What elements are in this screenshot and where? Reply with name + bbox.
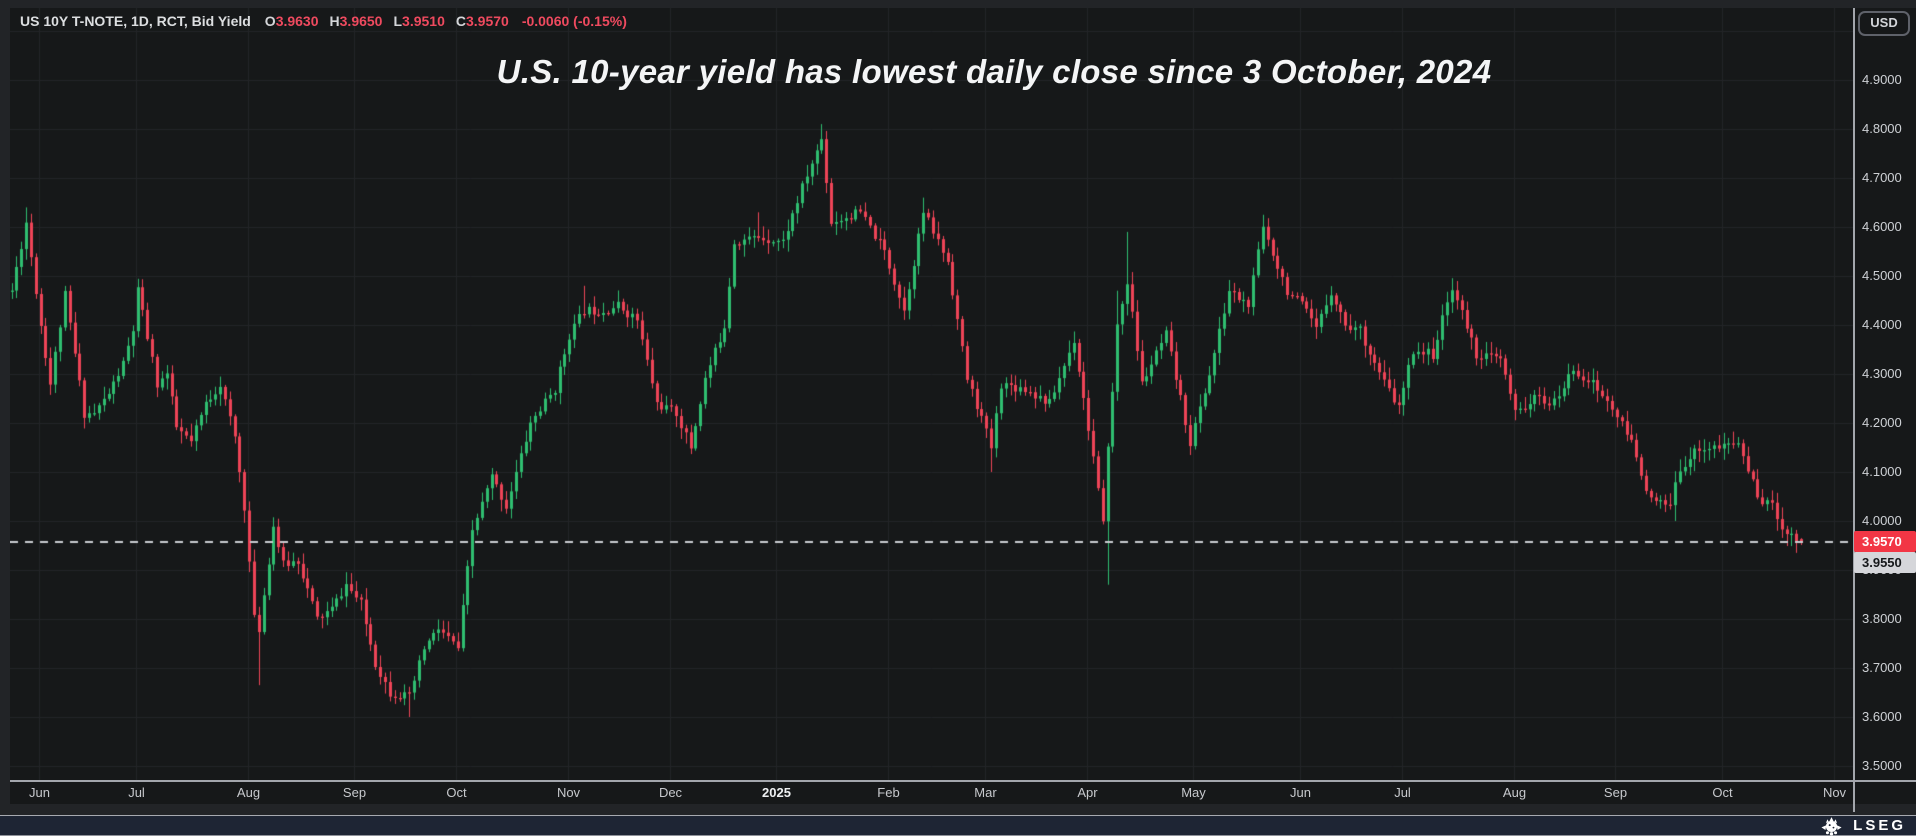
price-axis-label: 4.6000 bbox=[1862, 219, 1902, 234]
price-axis-label: 4.8000 bbox=[1862, 121, 1902, 136]
footer-bar: LSEG bbox=[0, 815, 1916, 836]
time-axis-label: Jul bbox=[128, 785, 145, 800]
time-axis-label: Jul bbox=[1394, 785, 1411, 800]
time-axis-label: Jun bbox=[29, 785, 50, 800]
time-axis-label: Apr bbox=[1077, 785, 1098, 800]
annotation-title: U.S. 10-year yield has lowest daily clos… bbox=[496, 53, 1492, 90]
price-axis-label: 4.0000 bbox=[1862, 513, 1902, 528]
currency-button[interactable]: USD bbox=[1858, 11, 1910, 36]
time-axis-label: Nov bbox=[556, 785, 581, 800]
ohlc-high-value: 3.9650 bbox=[339, 13, 383, 29]
prev-close-badge: 3.9550 bbox=[1854, 552, 1916, 574]
price-axis-label: 4.3000 bbox=[1862, 366, 1902, 381]
price-axis-label: 3.5000 bbox=[1862, 758, 1902, 773]
time-axis-label: Nov bbox=[1822, 785, 1847, 800]
time-axis-label: May bbox=[1181, 785, 1206, 800]
time-axis-label: 2025 bbox=[762, 785, 791, 800]
ohlc-close-value: 3.9570 bbox=[465, 13, 509, 29]
price-axis-label: 4.2000 bbox=[1862, 415, 1902, 430]
price-axis-separator[interactable] bbox=[1853, 8, 1855, 812]
price-axis-label: 4.1000 bbox=[1862, 464, 1902, 479]
time-axis-label: Jun bbox=[1290, 785, 1311, 800]
price-axis-label: 3.8000 bbox=[1862, 611, 1902, 626]
time-axis-label: Sep bbox=[342, 785, 367, 800]
time-axis-label: Dec bbox=[658, 785, 683, 800]
ohlc-high-label: H bbox=[329, 13, 340, 29]
time-axis-label: Oct bbox=[446, 785, 467, 800]
ohlc-close-label: C bbox=[455, 13, 466, 29]
price-axis-label: 4.4000 bbox=[1862, 317, 1902, 332]
price-axis-label: 3.7000 bbox=[1862, 660, 1902, 675]
ohlc-change-value: -0.0060 (-0.15%) bbox=[521, 13, 627, 29]
time-axis-label: Sep bbox=[1603, 785, 1628, 800]
ohlc-open-label: O bbox=[264, 13, 276, 29]
price-axis-label: 3.6000 bbox=[1862, 709, 1902, 724]
lseg-brand-text: LSEG bbox=[1853, 817, 1906, 834]
price-axis-label: 4.7000 bbox=[1862, 170, 1902, 185]
chart-legend: US 10Y T-NOTE, 1D, RCT, Bid Yield O3.9630… bbox=[20, 13, 627, 29]
time-axis-label: Mar bbox=[974, 785, 997, 800]
ohlc-low-label: L bbox=[393, 13, 403, 29]
time-axis-label: Aug bbox=[236, 785, 261, 800]
time-axis-label: Oct bbox=[1712, 785, 1733, 800]
time-axis-label: Feb bbox=[877, 785, 900, 800]
lseg-logo-icon bbox=[1818, 816, 1845, 836]
price-axis-label: 4.5000 bbox=[1862, 268, 1902, 283]
price-chart-canvas[interactable] bbox=[10, 8, 1853, 780]
ohlc-open-value: 3.9630 bbox=[275, 13, 319, 29]
instrument-name[interactable]: US 10Y T-NOTE, 1D, RCT, Bid Yield bbox=[20, 13, 251, 29]
price-axis-label: 4.9000 bbox=[1862, 72, 1902, 87]
ohlc-low-value: 3.9510 bbox=[402, 13, 445, 29]
time-axis-label: Aug bbox=[1502, 785, 1527, 800]
last-price-badge: 3.9570 bbox=[1854, 531, 1916, 553]
time-axis-separator[interactable] bbox=[10, 780, 1916, 782]
